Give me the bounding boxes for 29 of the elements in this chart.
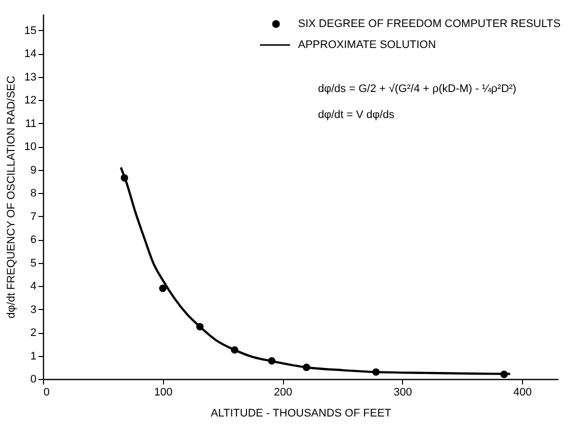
legend-label: APPROXIMATE SOLUTION xyxy=(298,39,436,51)
y-tick-label: 8 xyxy=(30,188,36,200)
y-tick-label: 10 xyxy=(24,141,36,154)
y-axis-title: dφ/dt FREQUENCY OF OSCILLATION RAD/SEC xyxy=(5,76,18,318)
y-tick-label: 3 xyxy=(30,304,36,316)
y-tick-label: 15 xyxy=(24,24,36,37)
line-series xyxy=(120,166,512,375)
y-tick-label: 2 xyxy=(30,327,36,340)
y-tick-label: 0 xyxy=(30,374,36,386)
y-tick-label: 4 xyxy=(30,280,36,293)
annotation: dφ/dt = V dφ/ds xyxy=(318,109,395,121)
y-tick-label: 11 xyxy=(25,118,36,130)
x-tick-label: 100 xyxy=(154,386,172,398)
y-tick-label: 7 xyxy=(30,210,36,223)
point xyxy=(159,284,166,292)
x-tick-label: 0 xyxy=(44,386,50,398)
y-tick-label: 5 xyxy=(30,257,36,270)
x-tick-label: 400 xyxy=(513,386,532,398)
y-tick-label: 6 xyxy=(30,234,36,246)
x-tick-label: 200 xyxy=(274,386,292,398)
y-tick-label: 9 xyxy=(30,164,36,176)
x-tick-label: 300 xyxy=(394,386,412,398)
annotation: dφ/ds = G/2 + √(G²/4 + ρ(kD-M) - ¼ρ²D²) xyxy=(318,83,516,95)
x-axis-title: ALTITUDE - THOUSANDS OF FEET xyxy=(210,408,392,420)
y-tick-label: 12 xyxy=(24,94,36,107)
legend-label: SIX DEGREE OF FREEDOM COMPUTER RESULTS xyxy=(298,18,561,30)
y-tick-label: 1 xyxy=(30,350,36,362)
y-tick-label: 13 xyxy=(24,71,36,84)
y-tick-label: 14 xyxy=(24,48,36,60)
